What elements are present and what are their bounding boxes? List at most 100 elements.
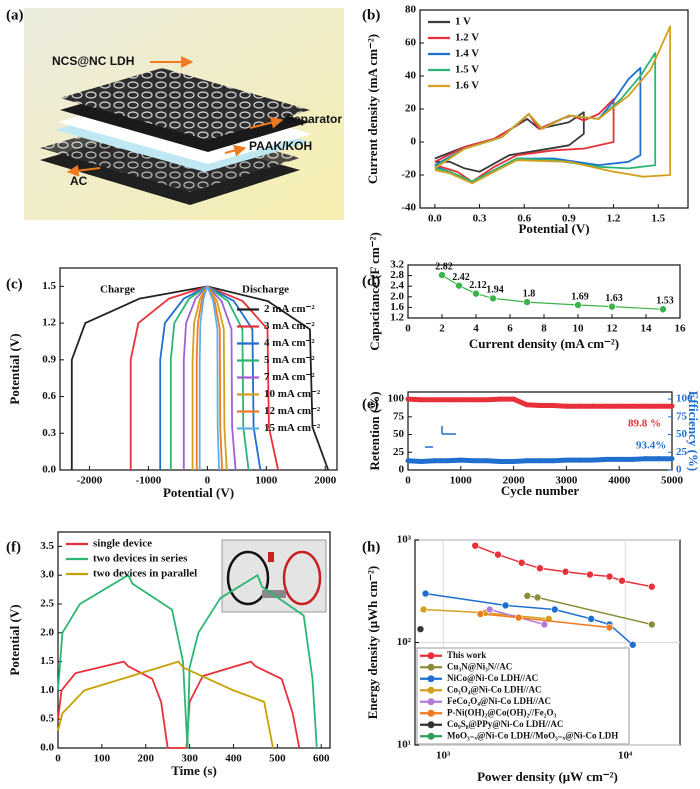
legend-label: MoO₃₋ₓ@Ni-Co LDH//MoO₃₋ₓ@Ni-Co LDH [447, 730, 618, 740]
plot-frame [407, 264, 681, 319]
data-point [643, 456, 649, 462]
panel-label: (c) [6, 276, 23, 292]
data-point [628, 640, 637, 649]
series-line [57, 574, 318, 749]
x-tick-label: 0.3 [473, 213, 487, 225]
x-tick-label: 0 [405, 323, 411, 335]
y-tick-label: 1.6 [390, 301, 404, 313]
legend-label: 3 mA cm⁻² [264, 320, 315, 332]
value-label: 1.94 [486, 285, 504, 296]
x-tick-label: 5000 [661, 475, 684, 487]
data-point [419, 605, 428, 614]
y-tick-label: 2.0 [390, 290, 404, 302]
y-tick-label: 2.0 [40, 626, 54, 638]
y-tick-label: 1.5 [42, 280, 56, 292]
data-point [590, 403, 596, 409]
data-point [659, 305, 667, 314]
plot-frame [407, 391, 673, 471]
series-line [434, 98, 615, 183]
y-tick-label: 50 [393, 428, 405, 440]
y-tick-label: -40 [401, 202, 416, 214]
illustration-label: PAAK/KOH [249, 139, 312, 153]
legend-label: single device [93, 538, 152, 550]
x-tick-label: -1000 [136, 475, 162, 487]
data-point [421, 589, 430, 598]
data-point [561, 567, 570, 576]
data-point [577, 457, 583, 463]
x-tick-label: 2000 [503, 475, 526, 487]
data-point [608, 302, 616, 311]
data-point [550, 605, 559, 614]
panel-label: (f) [6, 539, 21, 555]
y-tick-label: 80 [405, 4, 417, 16]
annotation: 89.8 % [628, 418, 661, 430]
y-tick-label: 0.0 [42, 464, 56, 476]
x-tick-label: 1.5 [651, 213, 665, 225]
legend-label: Co₉S₈@PPy@Ni-Co LDH//AC [447, 719, 563, 729]
panel-label: (h) [362, 539, 380, 555]
data-point [497, 458, 503, 464]
data-point [648, 582, 656, 591]
y-axis-label: Retention (%) [367, 391, 382, 470]
x-axis-label: Power density (μW cm⁻²) [477, 769, 618, 784]
y-tick-label: 1.2 [42, 317, 56, 329]
legend-label: 7 mA cm⁻² [264, 371, 315, 383]
legend-label: Co₃O₄@Ni-Co LDH//AC [447, 684, 542, 694]
legend-marker [427, 709, 435, 717]
y-tick-label: 0.9 [42, 353, 56, 365]
x-axis-label: Time (s) [171, 763, 217, 778]
illustration-label: NCS@NC LDH [52, 54, 134, 68]
x-tick-label: 300 [181, 753, 198, 765]
legend-label: FeCo₂O₄@Ni-Co LDH//AC [447, 696, 551, 706]
data-point [458, 457, 464, 463]
plot-frame [57, 531, 331, 749]
data-point [471, 458, 477, 464]
data-point [656, 456, 662, 462]
y-tick-label: 10¹ [397, 739, 411, 751]
x-tick-label: 3000 [555, 475, 578, 487]
y2-tick-label: 75 [676, 410, 688, 422]
x-tick-label: 6 [507, 323, 513, 335]
x-tick-label: 400 [225, 753, 242, 765]
data-point [603, 403, 609, 409]
legend-marker [427, 698, 435, 706]
value-label: 2.82 [435, 261, 453, 272]
y-tick-label: 2.4 [390, 280, 404, 292]
data-point [574, 301, 582, 309]
data-point [524, 458, 530, 464]
panel-label: (d) [362, 273, 380, 289]
y2-axis-label: Efficiency (%) [686, 391, 700, 472]
y-tick-label: 0 [411, 136, 417, 148]
data-point [484, 397, 490, 403]
arrow [249, 116, 284, 129]
data-point [577, 403, 583, 409]
y-tick-label: 0.0 [40, 742, 54, 754]
data-point [511, 396, 517, 402]
data-point [405, 458, 411, 464]
y-tick-label: 0.6 [42, 390, 56, 402]
series-line [57, 660, 301, 749]
y-tick-label: 2.5 [40, 598, 54, 610]
data-point [533, 593, 542, 602]
data-point [438, 271, 446, 279]
arrow [66, 164, 101, 177]
y-tick-label: 0 [399, 464, 405, 476]
legend-label: 5 mA cm⁻² [264, 354, 315, 366]
y-tick-label: 3.0 [40, 569, 54, 581]
series-line [57, 660, 274, 749]
data-point [418, 397, 424, 403]
legend-label: 15 mA cm⁻² [264, 422, 321, 434]
data-point [511, 458, 517, 464]
data-point [563, 457, 569, 463]
legend-label: 4 mA cm⁻² [264, 337, 315, 349]
x-tick-label: 10³ [436, 750, 451, 762]
legend-label: This work [447, 650, 486, 660]
data-point [656, 403, 662, 409]
x-tick-label: 0.6 [517, 213, 531, 225]
y-axis-label: Capacitance (F cm⁻²) [367, 232, 382, 351]
data-point [669, 403, 675, 409]
legend-marker [427, 686, 435, 694]
data-point [537, 458, 543, 464]
x-tick-label: 0.0 [428, 213, 442, 225]
